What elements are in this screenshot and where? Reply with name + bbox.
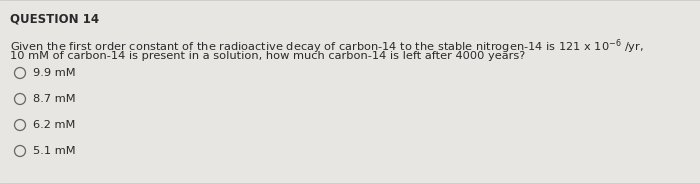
Text: 8.7 mM: 8.7 mM xyxy=(33,94,76,104)
Text: 9.9 mM: 9.9 mM xyxy=(33,68,76,78)
Text: QUESTION 14: QUESTION 14 xyxy=(10,13,99,26)
Text: 10 mM of carbon-14 is present in a solution, how much carbon-14 is left after 40: 10 mM of carbon-14 is present in a solut… xyxy=(10,51,525,61)
Text: 5.1 mM: 5.1 mM xyxy=(33,146,76,156)
Text: Given the first order constant of the radioactive decay of carbon-14 to the stab: Given the first order constant of the ra… xyxy=(10,37,644,56)
Text: 6.2 mM: 6.2 mM xyxy=(33,120,76,130)
